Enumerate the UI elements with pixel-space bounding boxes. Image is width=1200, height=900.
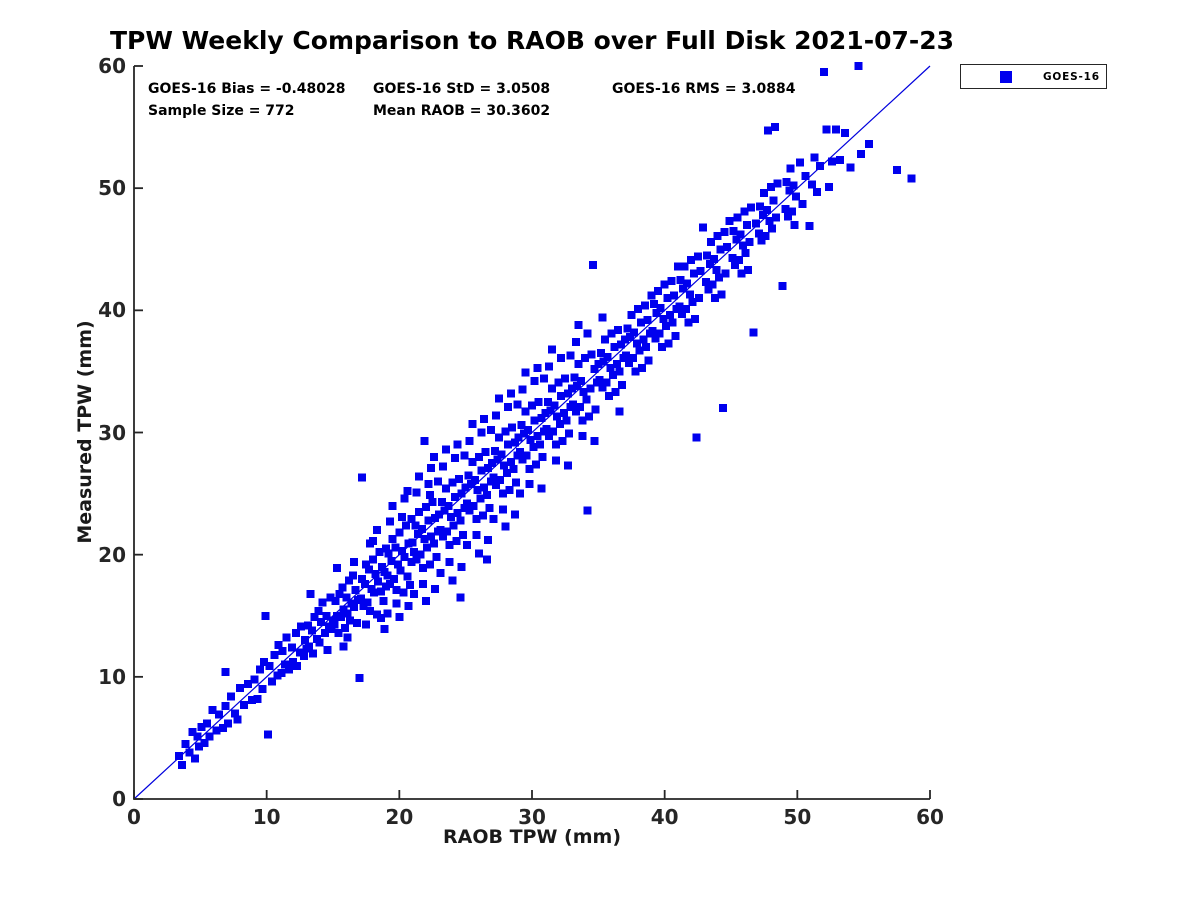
stat-sample-size: Sample Size = 772 bbox=[148, 103, 295, 119]
y-tick-label: 0 bbox=[112, 787, 126, 811]
chart-title: TPW Weekly Comparison to RAOB over Full … bbox=[109, 26, 955, 55]
stat-std: GOES-16 StD = 3.0508 bbox=[373, 81, 551, 97]
x-tick-label: 60 bbox=[916, 805, 944, 829]
y-tick-label: 30 bbox=[98, 420, 126, 445]
y-tick-label: 10 bbox=[98, 664, 126, 689]
y-tick-label: 60 bbox=[98, 54, 126, 78]
stat-bias: GOES-16 Bias = -0.48028 bbox=[148, 81, 346, 97]
stat-mean-raob: Mean RAOB = 30.3602 bbox=[373, 103, 551, 119]
x-tick-label: 40 bbox=[650, 805, 679, 829]
y-tick-label: 20 bbox=[98, 542, 126, 567]
stat-rms: GOES-16 RMS = 3.0884 bbox=[612, 81, 796, 97]
legend: GOES-16 bbox=[960, 64, 1107, 89]
legend-label-goes16: GOES-16 bbox=[1043, 70, 1100, 83]
x-axis-label: RAOB TPW (mm) bbox=[442, 826, 622, 848]
legend-marker-goes16 bbox=[1000, 70, 1012, 83]
x-tick-label: 0 bbox=[127, 805, 141, 829]
x-tick-label: 30 bbox=[518, 805, 546, 829]
x-tick-label: 50 bbox=[783, 805, 812, 829]
y-tick-label: 40 bbox=[98, 298, 126, 323]
x-tick-label: 10 bbox=[252, 805, 281, 829]
y-tick-label: 50 bbox=[98, 176, 126, 201]
x-tick-label: 20 bbox=[385, 805, 414, 829]
